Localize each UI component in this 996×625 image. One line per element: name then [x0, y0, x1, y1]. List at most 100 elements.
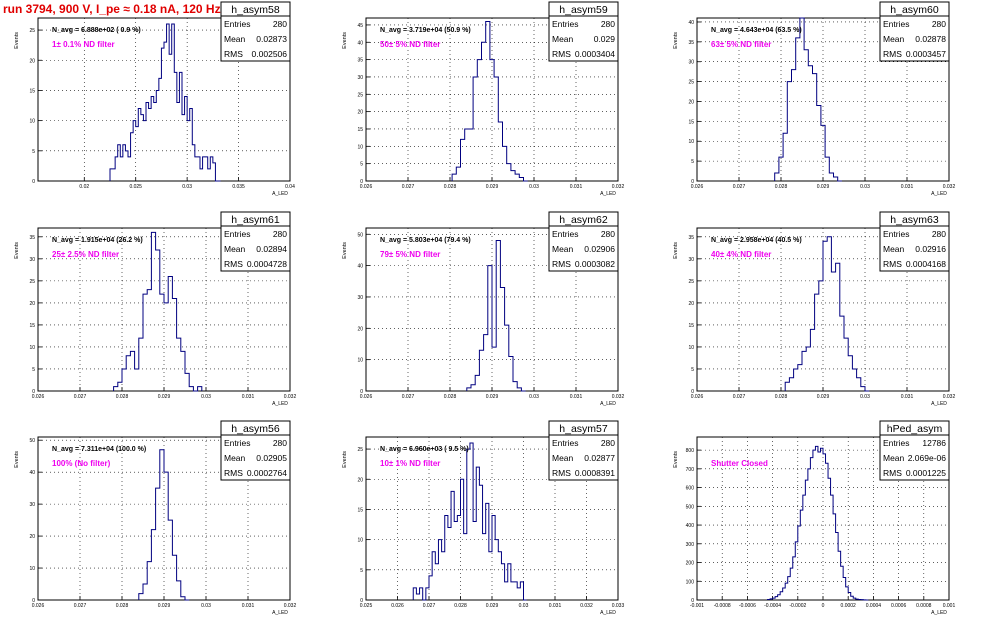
filter-note: 1± 0.1% ND filter — [52, 40, 115, 49]
x-tick-label: 0.03 — [860, 394, 870, 400]
y-tick-label: 15 — [688, 323, 694, 329]
x-tick-label: 0.031 — [549, 603, 562, 609]
stats-mean-value: 0.02877 — [584, 453, 615, 463]
x-axis-title: A_LED — [931, 401, 947, 407]
stats-rms-label: RMS — [224, 259, 243, 269]
histogram-svg: 0.026 0.027 0.028 0.029 0.03 0.031 0.032 0 10 20 3… — [14, 420, 296, 616]
y-tick-label: 25 — [357, 447, 363, 453]
x-tick-label: 0.026 — [391, 603, 404, 609]
histogram-pad: 0.026 0.027 0.028 0.029 0.03 0.031 0.032 0 5 10 15… — [664, 209, 996, 416]
x-tick-label: 0.04 — [285, 184, 295, 190]
y-tick-label: 5 — [360, 162, 363, 168]
x-tick-label: 0.029 — [158, 394, 171, 400]
histogram-svg: 0.026 0.027 0.028 0.029 0.03 0.031 0.032 0 5 10 15… — [673, 211, 955, 407]
x-tick-label: 0.03 — [519, 603, 529, 609]
x-tick-label: 0.028 — [116, 603, 129, 609]
x-tick-label: 0.027 — [402, 394, 415, 400]
stats-rms-label: RMS — [224, 49, 243, 59]
histogram-series — [113, 231, 203, 392]
stats-rms-value: 0.0004728 — [247, 259, 287, 269]
stats-entries-label: Entries — [552, 438, 578, 448]
histogram-pad: -0.001 -0.0008 -0.0006 -0.0004 -0.0002 0 0.000… — [664, 418, 996, 625]
stats-entries-value: 280 — [601, 438, 615, 448]
stats-entries-value: 280 — [932, 229, 946, 239]
x-tick-label: 0.032 — [580, 603, 593, 609]
stats-rms-value: 0.0001225 — [906, 468, 946, 478]
x-tick-label: 0.03 — [201, 603, 211, 609]
y-axis-title: Events — [342, 242, 348, 259]
y-tick-label: 35 — [357, 58, 363, 64]
y-tick-label: 10 — [357, 538, 363, 544]
histogram-name: h_asym61 — [231, 214, 280, 226]
y-axis-title: Events — [14, 242, 20, 259]
x-tick-label: 0.033 — [612, 603, 625, 609]
stats-box-frame — [220, 1, 291, 62]
y-tick-label: 15 — [357, 127, 363, 133]
stats-rms-label: RMS — [552, 49, 571, 59]
histogram-pad: 0.026 0.027 0.028 0.029 0.03 0.031 0.032 0 10 20 3… — [332, 209, 664, 416]
stats-rms-value: 0.0003404 — [575, 49, 615, 59]
y-tick-label: 35 — [688, 235, 694, 241]
y-tick-label: 0 — [32, 179, 35, 185]
y-tick-label: 400 — [686, 523, 695, 529]
y-tick-label: 25 — [29, 279, 35, 285]
y-axis-title: Events — [14, 32, 20, 49]
filter-note: 63± 5% ND filter — [711, 40, 771, 49]
stats-box-frame — [220, 420, 291, 481]
x-tick-label: 0.028 — [444, 394, 457, 400]
stats-entries-label: Entries — [224, 438, 250, 448]
y-tick-label: 20 — [357, 477, 363, 483]
x-tick-label: 0.029 — [158, 603, 171, 609]
histogram-svg: 0.02 0.025 0.03 0.035 0.04 0 5 10 15 20 25 Events A_… — [14, 1, 295, 197]
stats-entries-label: Entries — [552, 229, 578, 239]
x-axis-title: A_LED — [272, 401, 288, 407]
histogram-series — [767, 445, 869, 601]
histogram-name: h_asym60 — [890, 4, 939, 16]
histogram-svg: 0.026 0.027 0.028 0.029 0.03 0.031 0.032 0 5 10 15… — [342, 1, 624, 197]
filter-note: 25± 2.5% ND filter — [52, 250, 119, 259]
y-tick-label: 40 — [357, 40, 363, 46]
x-tick-label: 0.0002 — [841, 603, 857, 609]
stats-box: h_asym58 Entries 280 Mean 0.02873 RMS 0.002506 — [220, 1, 291, 62]
stats-entries-label: Entries — [883, 438, 909, 448]
x-axis-title: A_LED — [272, 610, 288, 616]
x-tick-label: 0.031 — [242, 394, 255, 400]
y-tick-label: 35 — [29, 235, 35, 241]
stats-box-frame — [548, 420, 619, 481]
stats-mean-label: Mean — [224, 34, 246, 44]
y-tick-label: 15 — [688, 119, 694, 125]
y-tick-label: 5 — [32, 367, 35, 373]
y-tick-label: 15 — [357, 507, 363, 513]
stats-entries-value: 280 — [932, 19, 946, 29]
x-tick-label: 0.03 — [201, 394, 211, 400]
x-tick-label: 0.032 — [284, 394, 297, 400]
y-tick-label: 50 — [29, 438, 35, 444]
histogram-name: h_asym59 — [559, 4, 608, 16]
x-tick-label: 0.031 — [570, 184, 583, 190]
x-axis-title: A_LED — [600, 191, 616, 197]
stats-entries-value: 280 — [601, 229, 615, 239]
x-axis-title: A_LED — [272, 191, 288, 197]
y-tick-label: 40 — [688, 20, 694, 26]
y-tick-label: 45 — [357, 23, 363, 29]
stats-box-frame — [879, 1, 950, 62]
x-tick-label: 0.027 — [733, 394, 746, 400]
stats-mean-label: Mean — [552, 244, 574, 254]
stats-box: h_asym62 Entries 280 Mean 0.02906 RMS 0.000308… — [548, 211, 619, 272]
y-tick-label: 40 — [357, 264, 363, 270]
y-tick-label: 25 — [29, 28, 35, 34]
x-axis-title: A_LED — [600, 401, 616, 407]
y-tick-label: 100 — [686, 579, 695, 585]
stats-box: h_asym60 Entries 280 Mean 0.02878 RMS 0.000345… — [879, 1, 950, 62]
y-tick-label: 10 — [357, 358, 363, 364]
y-tick-label: 0 — [691, 179, 694, 185]
histogram-svg: 0.025 0.026 0.027 0.028 0.029 0.03 0.031 0.032 0… — [342, 420, 625, 616]
y-axis-title: Events — [673, 242, 679, 259]
navg-label: N_avg = 4.643e+04 (63.5 %) — [711, 27, 802, 34]
stats-mean-value: 0.029 — [594, 34, 616, 44]
y-tick-label: 10 — [357, 144, 363, 150]
x-tick-label: 0.026 — [360, 394, 373, 400]
y-tick-label: 15 — [29, 88, 35, 94]
histogram-name: h_asym56 — [231, 423, 280, 435]
